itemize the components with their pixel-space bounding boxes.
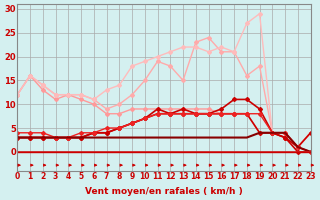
X-axis label: Vent moyen/en rafales ( km/h ): Vent moyen/en rafales ( km/h ) — [85, 187, 243, 196]
